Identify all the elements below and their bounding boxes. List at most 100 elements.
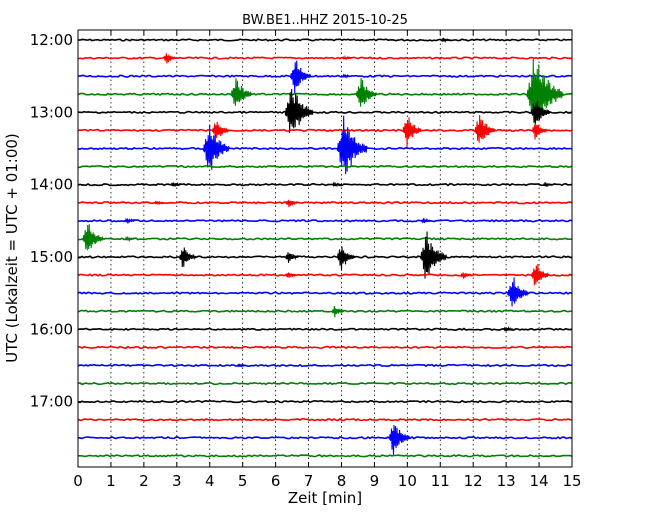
- trace-row: [77, 199, 573, 208]
- x-tick-label: 14: [530, 472, 549, 490]
- x-tick-label: 5: [238, 472, 248, 490]
- y-tick-label: 12:00: [30, 31, 73, 49]
- trace-row: [77, 264, 573, 286]
- trace-line: [77, 417, 573, 422]
- y-tick-label: 13:00: [30, 103, 73, 121]
- trace-line: [77, 309, 573, 313]
- x-tick-label: 3: [172, 472, 182, 490]
- trace-row: [77, 231, 573, 279]
- x-axis: 0 1 2 3 4 5 6 7 8 9 10 11 12 13 14 15: [73, 30, 582, 490]
- seismic-event: [530, 100, 551, 124]
- trace-line: [77, 182, 573, 187]
- y-axis-label: UTC (Lokalzeit = UTC + 01:00): [3, 133, 21, 363]
- x-tick-label: 7: [304, 472, 314, 490]
- trace-row: [77, 164, 573, 169]
- seismic-event: [336, 246, 356, 271]
- trace-row: [77, 224, 573, 251]
- x-tick-label: 9: [370, 472, 380, 490]
- x-tick-label: 4: [205, 472, 215, 490]
- seismic-event: [503, 325, 514, 332]
- seismic-event: [531, 124, 548, 140]
- y-tick-label: 15:00: [30, 248, 73, 266]
- seismic-event: [202, 124, 230, 170]
- trace-line: [77, 128, 573, 133]
- trace-line: [77, 399, 573, 404]
- seismic-event: [402, 117, 422, 148]
- trace-line: [77, 255, 573, 259]
- seismic-event: [285, 199, 298, 208]
- x-axis-label: Zeit [min]: [288, 489, 362, 507]
- x-tick-label: 13: [497, 472, 516, 490]
- seismic-event: [124, 235, 135, 243]
- x-tick-label: 12: [464, 472, 483, 490]
- trace-line: [77, 200, 573, 205]
- trace-line: [77, 219, 573, 223]
- x-tick-label: 15: [562, 472, 581, 490]
- trace-line: [77, 436, 573, 440]
- trace-line: [77, 146, 573, 151]
- trace-line: [77, 56, 573, 60]
- seismic-event: [530, 264, 550, 286]
- trace-line: [77, 381, 573, 386]
- seismic-event: [82, 224, 104, 251]
- x-tick-label: 1: [106, 472, 116, 490]
- trace-line: [77, 273, 573, 277]
- seismic-event: [332, 181, 343, 188]
- seismic-event: [285, 252, 299, 263]
- trace-row: [77, 454, 573, 458]
- seismic-event: [124, 217, 136, 224]
- seismic-event: [211, 121, 229, 138]
- y-tick-label: 14:00: [30, 176, 73, 194]
- y-axis: 12:00 13:00 14:00 15:00 16:00 17:00: [30, 31, 572, 411]
- seismic-event: [342, 73, 352, 79]
- trace-row: [77, 424, 573, 456]
- y-tick-label: 17:00: [30, 393, 73, 411]
- trace-row: [77, 53, 573, 64]
- seismic-event: [331, 305, 345, 318]
- seismic-event: [236, 363, 247, 368]
- trace-row: [77, 89, 573, 134]
- seismic-event: [388, 424, 411, 456]
- x-tick-label: 8: [337, 472, 347, 490]
- trace-row: [77, 114, 573, 148]
- x-tick-label: 6: [271, 472, 281, 490]
- trace-line: [77, 164, 573, 169]
- seismic-event: [355, 77, 378, 107]
- seismic-event: [507, 277, 529, 307]
- trace-row: [77, 277, 573, 307]
- trace-line: [77, 291, 573, 295]
- trace-line: [77, 38, 573, 42]
- trace-row: [77, 381, 573, 386]
- trace-row: [77, 37, 573, 43]
- trace-line: [77, 345, 573, 350]
- trace-row: [77, 115, 573, 175]
- trace-line: [77, 92, 573, 96]
- seismic-event: [289, 60, 312, 94]
- trace-line: [77, 110, 573, 115]
- seismic-event: [154, 199, 164, 206]
- trace-line: [77, 74, 573, 78]
- x-tick-label: 10: [398, 472, 417, 490]
- trace-row: [77, 325, 573, 332]
- seismic-event: [526, 59, 564, 127]
- seismic-event: [336, 115, 368, 175]
- trace-row: [77, 417, 573, 422]
- seismic-event: [285, 272, 298, 279]
- seismic-event: [420, 231, 448, 279]
- x-tick-label: 0: [73, 472, 83, 490]
- trace-row: [77, 181, 573, 188]
- seismic-event: [284, 89, 314, 134]
- trace-row: [77, 217, 573, 224]
- trace-row: [77, 59, 573, 127]
- trace-row: [77, 345, 573, 350]
- seismic-event: [420, 217, 432, 224]
- seismogram-traces: [77, 37, 573, 458]
- trace-line: [77, 237, 573, 241]
- trace-row: [77, 305, 573, 318]
- seismic-event: [178, 247, 196, 268]
- trace-row: [77, 60, 573, 94]
- chart-title: BW.BE1..HHZ 2015-10-25: [242, 13, 408, 28]
- trace-line: [77, 454, 573, 458]
- seismic-event: [440, 37, 451, 43]
